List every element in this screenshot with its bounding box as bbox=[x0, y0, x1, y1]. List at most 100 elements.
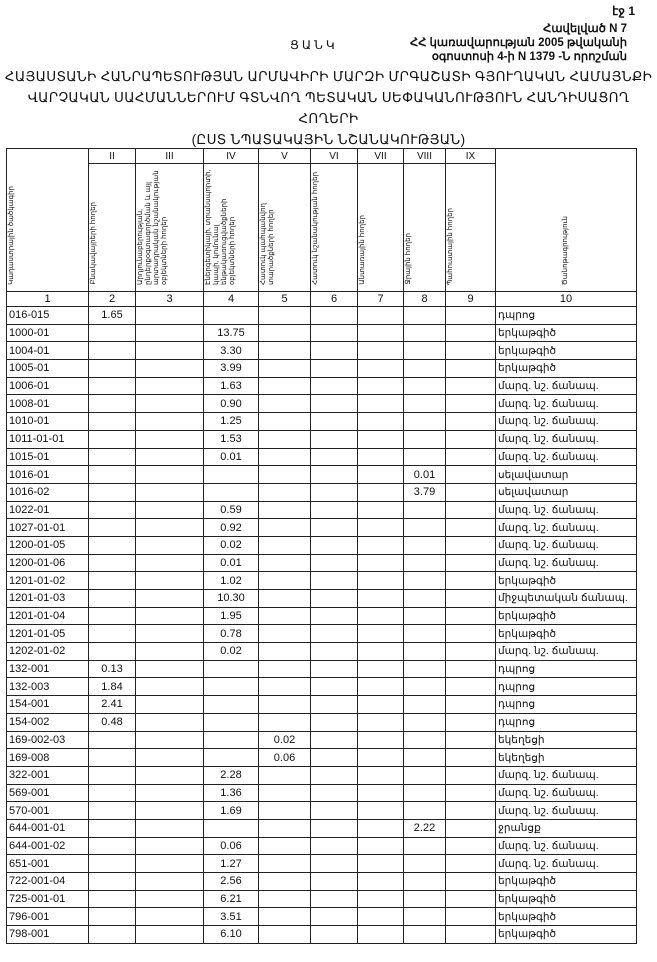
area-value bbox=[310, 359, 358, 378]
table-row: 1015-01 0.01 մարզ. նշ. ճանապ. bbox=[6, 447, 637, 467]
column-roman-numeral: VII bbox=[357, 148, 404, 164]
cadastral-code: 169-002-03 bbox=[6, 730, 89, 750]
cadastral-code: 1200-01-06 bbox=[6, 553, 89, 573]
area-value bbox=[357, 677, 404, 697]
area-value bbox=[310, 306, 358, 325]
area-value bbox=[135, 748, 204, 767]
area-value bbox=[88, 412, 136, 431]
area-value bbox=[88, 765, 136, 785]
area-value bbox=[310, 535, 358, 555]
area-value: 2.56 bbox=[203, 872, 259, 891]
table-row: 1202-01-02 0.02 մարզ. նշ. ճանապ. bbox=[6, 642, 637, 661]
area-value bbox=[135, 447, 204, 467]
column-roman-numeral: IX bbox=[445, 148, 496, 164]
area-value bbox=[203, 306, 259, 325]
area-value bbox=[135, 872, 204, 891]
area-value bbox=[445, 925, 496, 944]
table-row: 132-003 1.84 դպրոց bbox=[6, 677, 637, 697]
area-value: 3.99 bbox=[203, 359, 259, 378]
column-header: Հատուկ նշանակության հողեր bbox=[310, 163, 358, 292]
table-row: 169-008 0.06 եկեղեցի bbox=[6, 748, 637, 767]
area-value bbox=[310, 429, 358, 449]
area-value bbox=[258, 907, 311, 927]
area-value bbox=[88, 535, 136, 555]
area-value bbox=[403, 783, 446, 803]
area-value bbox=[310, 765, 358, 785]
area-value bbox=[135, 341, 204, 361]
area-value bbox=[258, 712, 311, 732]
cadastral-code: 1004-01 bbox=[6, 341, 89, 361]
cadastral-code: 132-003 bbox=[6, 677, 89, 697]
area-value bbox=[445, 589, 496, 608]
area-value bbox=[310, 412, 358, 431]
area-value: 0.02 bbox=[203, 535, 259, 555]
area-value bbox=[88, 907, 136, 927]
page-number: էջ 1 bbox=[612, 4, 635, 18]
note: մարզ. նշ. ճանապ. bbox=[495, 518, 637, 537]
area-value bbox=[258, 500, 311, 520]
table-row: 644-001-01 2.22 ջրանցք bbox=[6, 818, 637, 838]
area-value bbox=[258, 677, 311, 697]
note: երկաթգիծ bbox=[495, 571, 637, 590]
area-value bbox=[88, 925, 136, 944]
annex-line: ՀՀ կառավարության 2005 թվականի bbox=[409, 37, 627, 49]
area-value bbox=[258, 341, 311, 361]
column-header: Հատուկ պահպանվող տարածքների հողեր bbox=[258, 163, 311, 292]
note: երկաթգիծ bbox=[495, 925, 637, 944]
area-value bbox=[203, 818, 259, 838]
area-value bbox=[403, 872, 446, 891]
area-value bbox=[403, 854, 446, 873]
area-value: 1.84 bbox=[88, 677, 136, 697]
area-value bbox=[403, 889, 446, 909]
table-row: 132-001 0.13 դպրոց bbox=[6, 659, 637, 679]
cadastral-code: 1016-02 bbox=[6, 482, 89, 502]
note: մարզ. նշ. ճանապ. bbox=[495, 765, 637, 785]
area-value: 2.22 bbox=[403, 818, 446, 838]
area-value bbox=[310, 659, 358, 679]
area-value: 10.30 bbox=[203, 589, 259, 608]
area-value bbox=[357, 801, 404, 820]
area-value bbox=[258, 323, 311, 343]
note: երկաթգիծ bbox=[495, 907, 637, 927]
table-row: 154-001 2.41 դպրոց bbox=[6, 695, 637, 714]
column-roman-numeral: II bbox=[88, 148, 136, 164]
area-value bbox=[310, 341, 358, 361]
area-value bbox=[357, 730, 404, 750]
note: դպրոց bbox=[495, 306, 637, 325]
column-number: 4 bbox=[203, 291, 259, 307]
area-value bbox=[403, 429, 446, 449]
area-value bbox=[88, 482, 136, 502]
area-value bbox=[203, 482, 259, 502]
note: մարզ. նշ. ճանապ. bbox=[495, 412, 637, 431]
area-value bbox=[135, 836, 204, 856]
area-value bbox=[88, 500, 136, 520]
table-row: 1011-01-01 1.53 մարզ. նշ. ճանապ. bbox=[6, 429, 637, 449]
table-row: 322-001 2.28 մարզ. նշ. ճանապ. bbox=[6, 765, 637, 785]
cadastral-code: 1006-01 bbox=[6, 376, 89, 396]
cadastral-code: 722-001-04 bbox=[6, 872, 89, 891]
area-value bbox=[88, 429, 136, 449]
cadastral-code: 1010-01 bbox=[6, 412, 89, 431]
cadastral-code: 132-001 bbox=[6, 659, 89, 679]
annex-reference: Հավելված N 7 ՀՀ կառավարության 2005 թվակա… bbox=[410, 22, 627, 64]
area-value bbox=[310, 695, 358, 714]
area-value bbox=[445, 394, 496, 414]
area-value bbox=[310, 518, 358, 537]
column-roman-numeral: III bbox=[135, 148, 204, 164]
area-value bbox=[445, 306, 496, 325]
area-value: 0.06 bbox=[258, 748, 311, 767]
note: միջպետական ճանապ. bbox=[495, 589, 637, 608]
area-value bbox=[310, 465, 358, 484]
area-value bbox=[88, 889, 136, 909]
area-value bbox=[445, 341, 496, 361]
area-value bbox=[445, 677, 496, 697]
area-value bbox=[258, 624, 311, 644]
area-value: 6.21 bbox=[203, 889, 259, 909]
document-title: ՀԱՅԱՍՏԱՆԻ ՀԱՆՐԱՊԵՏՈՒԹՅԱՆ ԱՐՄԱՎԻՐԻ ՄԱՐԶԻ … bbox=[0, 66, 657, 150]
area-value bbox=[403, 606, 446, 626]
area-value bbox=[445, 872, 496, 891]
area-value bbox=[357, 571, 404, 590]
cadastral-code: 569-001 bbox=[6, 783, 89, 803]
table-row: 725-001-01 6.21 երկաթգիծ bbox=[6, 889, 637, 909]
area-value bbox=[310, 854, 358, 873]
